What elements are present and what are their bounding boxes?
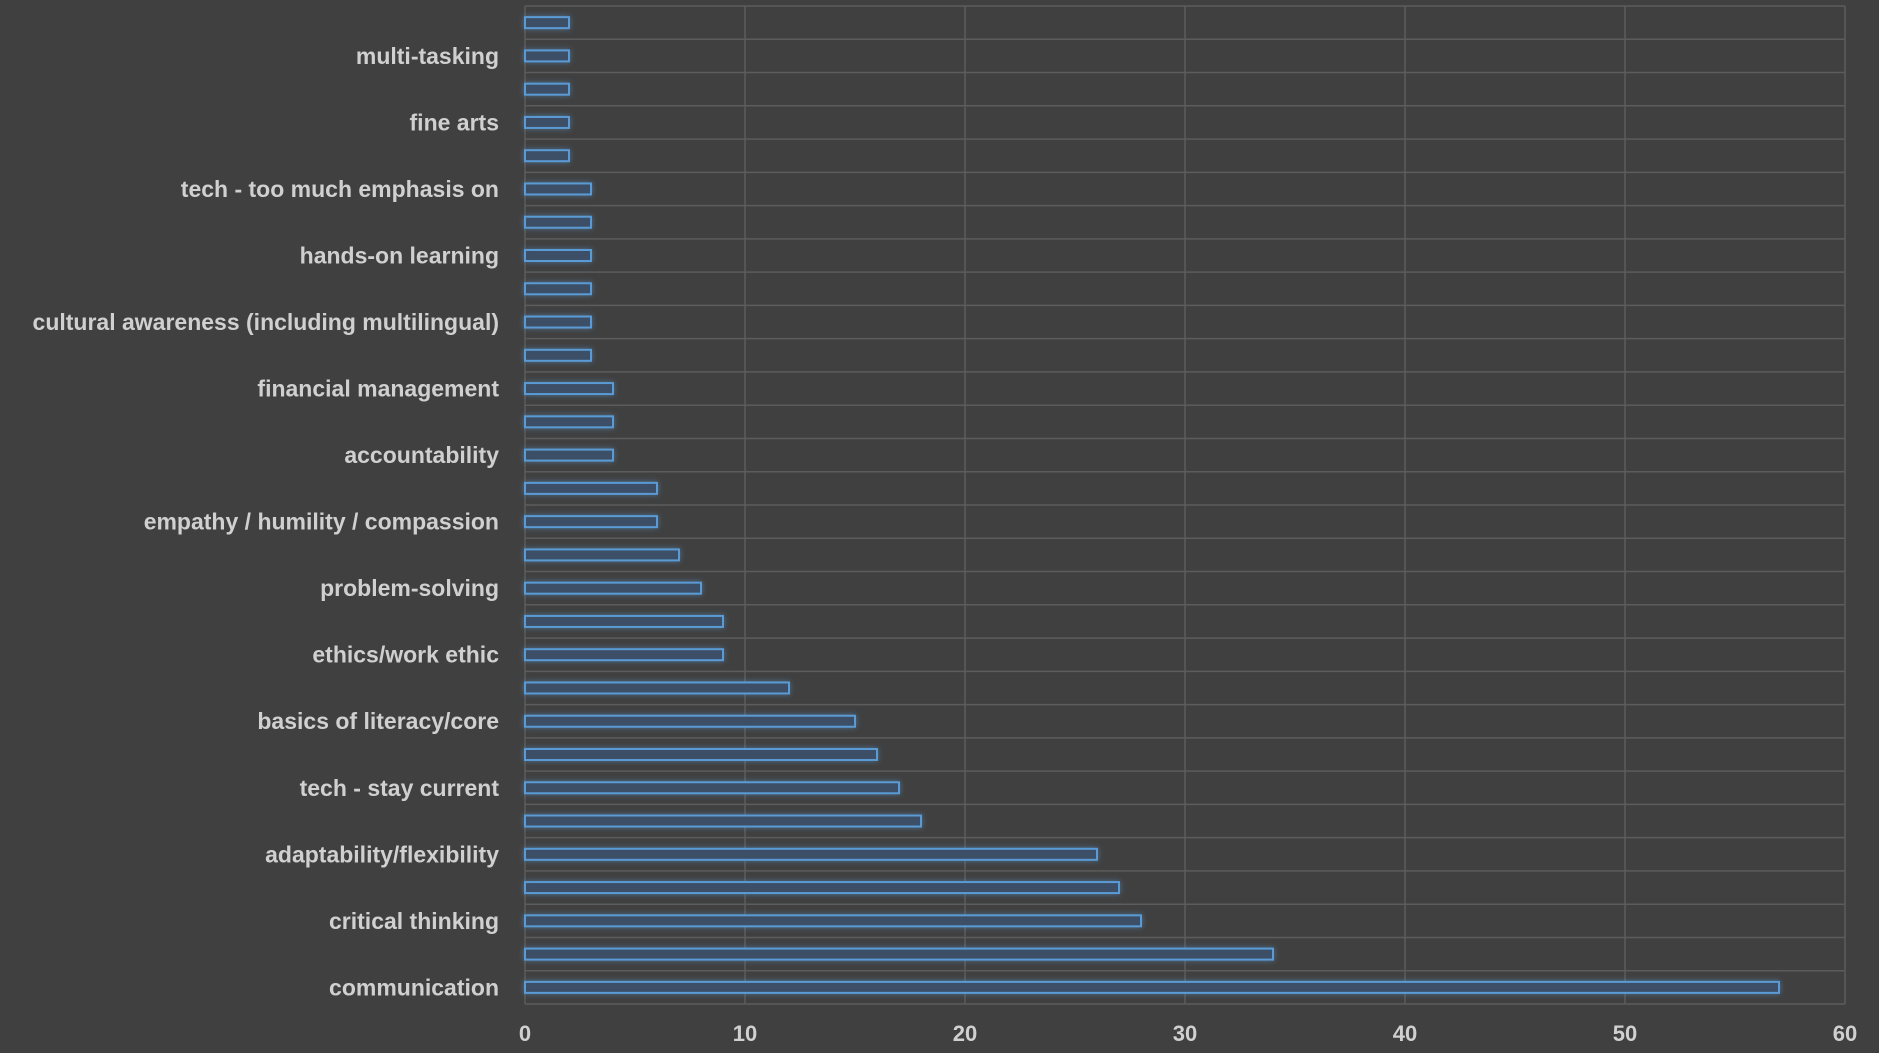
category-label: accountability <box>344 442 499 468</box>
bar <box>524 82 570 96</box>
x-tick-label: 50 <box>1613 1021 1637 1046</box>
bar <box>524 315 592 329</box>
bar <box>524 847 1098 861</box>
bar <box>524 249 592 262</box>
bar <box>524 115 570 129</box>
bar <box>524 382 614 396</box>
bar <box>524 814 922 828</box>
x-tick-label: 0 <box>519 1021 531 1046</box>
bar <box>524 681 790 695</box>
bar <box>524 781 900 795</box>
grid-lines <box>524 5 1846 1005</box>
bar <box>524 714 856 728</box>
bar <box>524 515 658 529</box>
x-tick-label: 40 <box>1393 1021 1417 1046</box>
x-tick-label: 20 <box>953 1021 977 1046</box>
bar <box>524 282 592 296</box>
bar <box>524 581 702 595</box>
category-label: problem-solving <box>320 575 499 601</box>
category-label: tech - stay current <box>300 775 500 801</box>
bar <box>524 348 592 362</box>
category-label: fine arts <box>410 109 499 135</box>
bar <box>524 16 570 30</box>
bar <box>524 947 1274 961</box>
bar <box>524 215 592 229</box>
bar <box>524 182 592 196</box>
bar <box>524 980 1780 994</box>
bar <box>524 49 570 63</box>
category-label: cultural awareness (including multilingu… <box>33 309 499 335</box>
category-label: multi-tasking <box>356 43 499 69</box>
x-axis-tick-labels: 0 10 20 30 40 50 60 <box>519 1021 1857 1046</box>
bar <box>524 914 1142 928</box>
bars <box>524 16 1780 994</box>
category-label: critical thinking <box>329 908 499 934</box>
bar <box>524 481 658 495</box>
category-label: hands-on learning <box>300 243 499 269</box>
category-label: ethics/work ethic <box>312 642 499 668</box>
x-tick-label: 30 <box>1173 1021 1197 1046</box>
x-tick-label: 10 <box>733 1021 757 1046</box>
category-label: tech - too much emphasis on <box>181 176 499 202</box>
x-tick-label: 60 <box>1833 1021 1857 1046</box>
category-label: adaptability/flexibility <box>265 841 499 867</box>
bar <box>524 748 878 761</box>
bar <box>524 881 1120 895</box>
category-labels: communication critical thinking adaptabili… <box>33 43 500 1000</box>
category-label: empathy / humility / compassion <box>144 509 499 535</box>
bar <box>524 448 614 462</box>
category-label: communication <box>329 974 499 1000</box>
category-label: basics of literacy/core <box>257 708 499 734</box>
bar <box>524 648 724 662</box>
bar <box>524 614 724 628</box>
bar <box>524 548 680 562</box>
category-label: financial management <box>257 376 499 402</box>
bar <box>524 149 570 163</box>
bar <box>524 415 614 429</box>
